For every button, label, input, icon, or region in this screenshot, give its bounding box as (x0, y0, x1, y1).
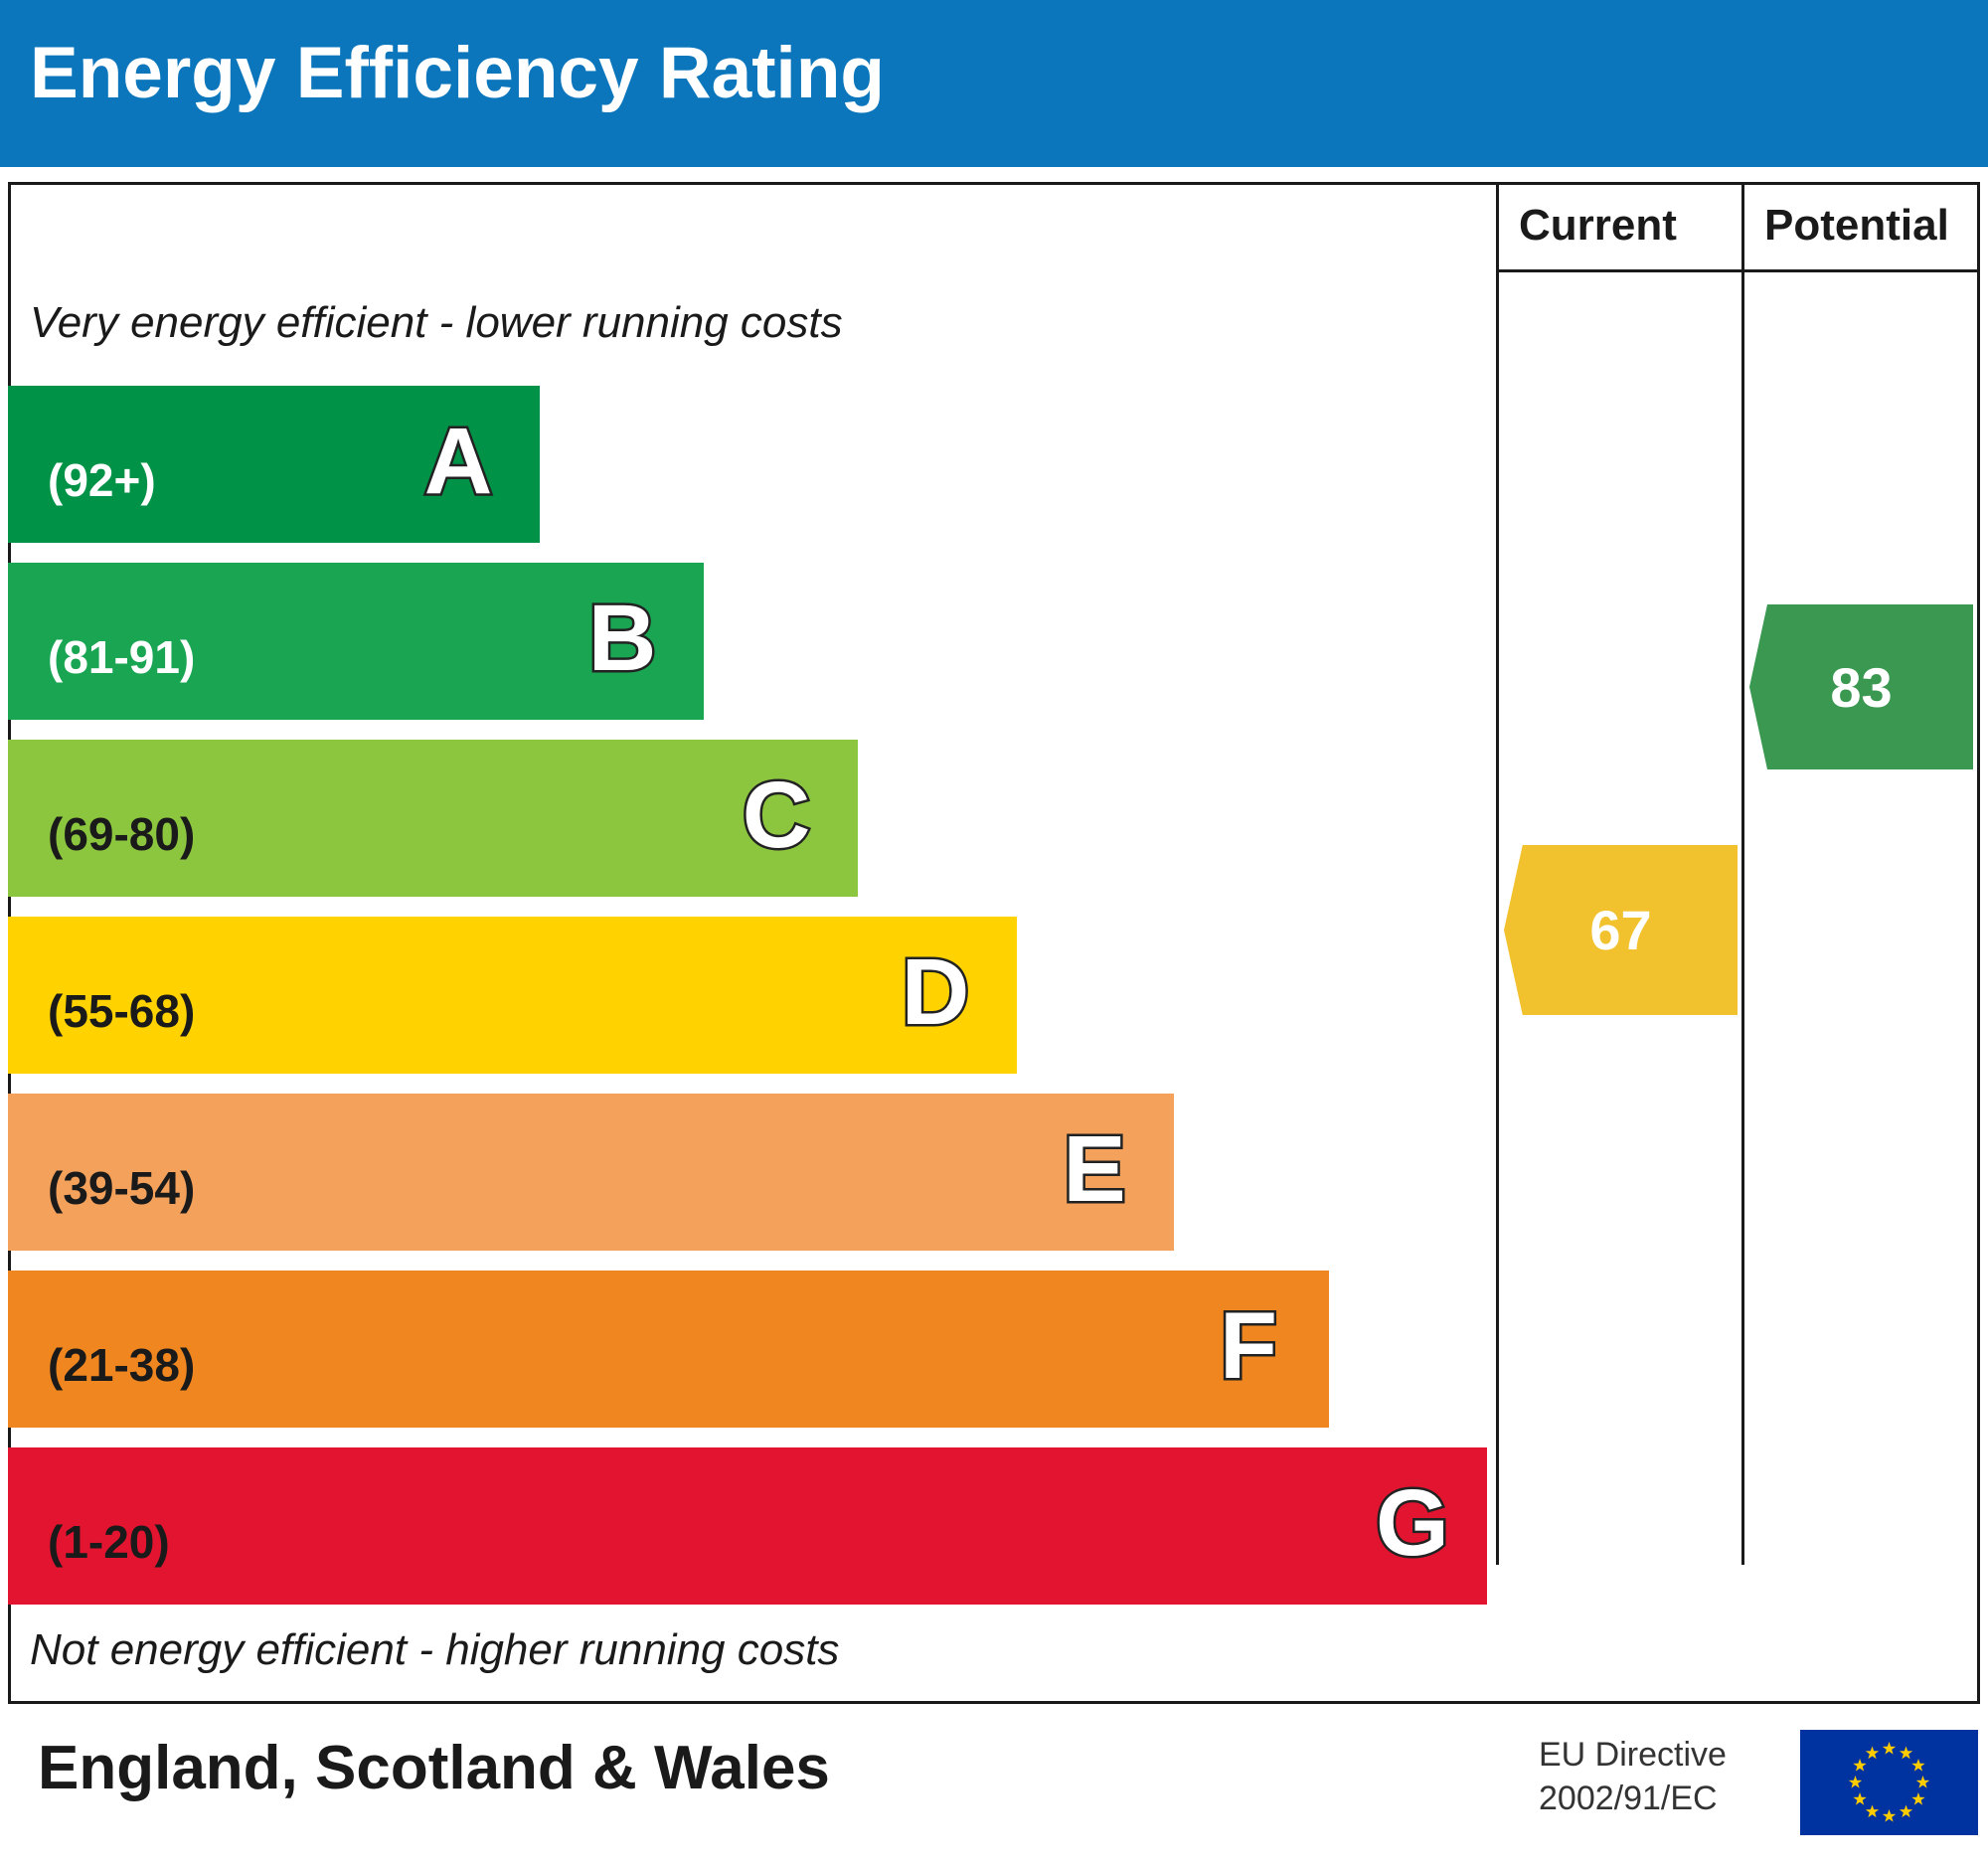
svg-text:B: B (588, 586, 657, 691)
svg-text:D: D (902, 939, 970, 1045)
svg-text:A: A (424, 409, 493, 514)
svg-text:G: G (1376, 1470, 1449, 1576)
svg-text:F: F (1220, 1293, 1277, 1399)
svg-text:C: C (743, 763, 811, 868)
svg-text:E: E (1063, 1116, 1125, 1222)
